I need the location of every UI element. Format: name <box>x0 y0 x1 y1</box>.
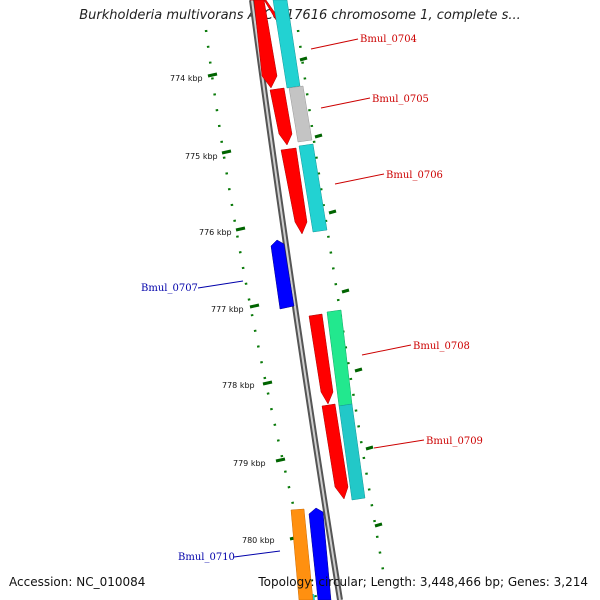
scale-tick <box>221 149 232 155</box>
gene-arrow-bmul-0705[interactable] <box>269 87 293 146</box>
gene-label-bmul-0707[interactable]: Bmul_0707 <box>141 283 198 294</box>
scale-label-775: 775 kbp <box>185 152 218 161</box>
cyan-block-0706 <box>298 143 328 233</box>
gene-label-bmul-0705[interactable]: Bmul_0705 <box>372 94 429 105</box>
accession-footer: Accession: NC_010084 <box>9 575 145 589</box>
leader-bmul-0705 <box>320 97 371 109</box>
gene-arrow-bmul-0710[interactable] <box>308 507 332 600</box>
outer-tick <box>314 133 323 139</box>
forward-cds-track <box>250 0 349 500</box>
scale-label-780: 780 kbp <box>242 536 275 545</box>
leader-bmul-0706 <box>334 173 385 185</box>
accession-value: NC_010084 <box>76 575 146 589</box>
gene-labels: Bmul_0704 Bmul_0705 Bmul_0706 Bmul_0707 … <box>141 34 483 563</box>
outer-tick <box>365 445 374 451</box>
gene-label-bmul-0706[interactable]: Bmul_0706 <box>386 170 443 181</box>
gene-label-bmul-0704[interactable]: Bmul_0704 <box>360 34 417 45</box>
leader-bmul-0708 <box>361 344 412 356</box>
outer-tick <box>299 56 308 62</box>
gene-arrow-bmul-0706[interactable] <box>280 147 308 235</box>
scale-tick <box>249 303 260 309</box>
leader-bmul-0709 <box>373 439 425 449</box>
scale-label-776: 776 kbp <box>199 228 232 237</box>
reverse-cds-track <box>270 239 332 600</box>
scale-tick <box>275 457 286 463</box>
outer-tick <box>354 367 363 373</box>
outer-tick <box>374 522 383 528</box>
outer-ring-ticks <box>299 56 383 528</box>
gene-arrow-bmul-0704[interactable] <box>253 0 278 89</box>
scale-label-779: 779 kbp <box>233 459 266 468</box>
orange-gene-block[interactable] <box>290 508 314 600</box>
leader-bmul-0710 <box>233 550 281 558</box>
gene-arrow-bmul-0707[interactable] <box>270 239 295 310</box>
leader-bmul-0707 <box>197 280 244 289</box>
outer-dotted-ring <box>296 29 385 571</box>
label-leader-lines <box>197 38 425 558</box>
gene-label-bmul-0710[interactable]: Bmul_0710 <box>178 552 235 563</box>
outer-tick <box>328 209 337 215</box>
scale-label-774: 774 kbp <box>170 74 203 83</box>
leader-bmul-0704 <box>310 38 359 50</box>
scale-ticks <box>207 72 300 541</box>
scale-tick <box>235 226 246 232</box>
scale-label-777: 777 kbp <box>211 305 244 314</box>
summary-footer: Topology: circular; Length: 3,448,466 bp… <box>258 575 588 589</box>
scale-label-778: 778 kbp <box>222 381 255 390</box>
scale-tick-labels: 774 kbp 775 kbp 776 kbp 777 kbp 778 kbp … <box>170 74 275 545</box>
cyan-block-0704 <box>272 0 301 89</box>
gene-label-bmul-0709[interactable]: Bmul_0709 <box>426 436 483 447</box>
outer-tick <box>341 288 350 294</box>
map-title: Burkholderia multivorans ATCC 17616 chro… <box>79 8 521 23</box>
cyan-block-0709 <box>338 403 366 501</box>
gene-label-bmul-0708[interactable]: Bmul_0708 <box>413 341 470 352</box>
gray-block-0705 <box>288 85 313 143</box>
scale-tick <box>207 72 218 78</box>
accession-label: Accession: <box>9 575 73 589</box>
gene-arrow-bmul-0709[interactable] <box>321 403 349 500</box>
scale-tick <box>262 380 273 386</box>
gene-arrow-bmul-0708[interactable] <box>308 313 334 405</box>
backbone-highlight <box>251 0 341 600</box>
